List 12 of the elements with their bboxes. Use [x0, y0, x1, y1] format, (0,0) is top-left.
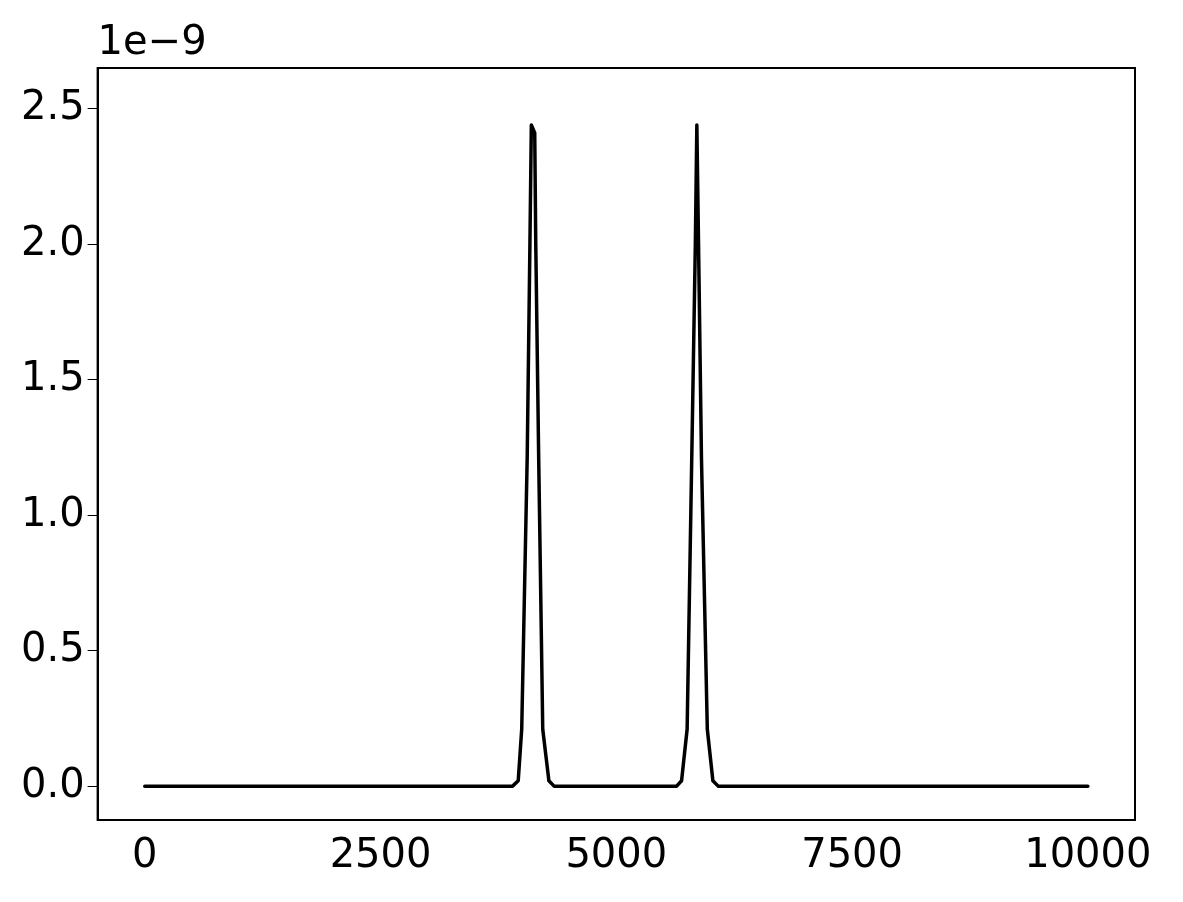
y-tick-label: 1.5: [20, 353, 85, 400]
y-tick-label: 0.0: [20, 759, 85, 806]
y-tick-label: 2.5: [20, 82, 85, 129]
x-tick-label: 5000: [565, 830, 668, 877]
x-tick-label: 10000: [1024, 830, 1152, 877]
x-tick-label: 2500: [329, 830, 432, 877]
y-tick-label: 1.0: [20, 488, 85, 535]
text: 1e−9: [97, 17, 207, 64]
x-tick-label: 0: [132, 830, 158, 877]
x-tick-label: 7500: [801, 830, 903, 877]
y-tick-label: 0.5: [20, 624, 85, 671]
y-tick-label: 2.0: [20, 217, 85, 264]
